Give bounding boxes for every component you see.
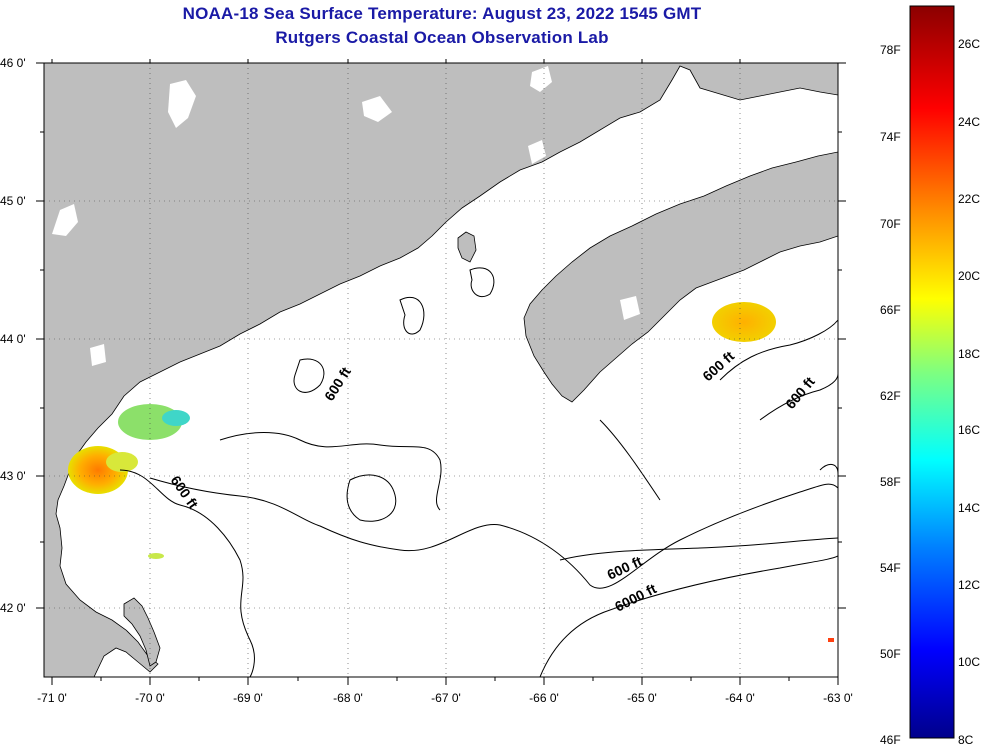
lon-label-64: -64 0' <box>725 691 755 705</box>
colorbar-c-24: 24C <box>958 115 980 129</box>
lat-label-45: 45 0' <box>0 194 26 208</box>
colorbar-f-62: 62F <box>880 389 901 403</box>
colorbar-c-8: 8C <box>958 733 974 747</box>
map-title-line2: Rutgers Coastal Ocean Observation Lab <box>275 28 609 47</box>
colorbar-c-22: 22C <box>958 192 980 206</box>
colorbar-c-10: 10C <box>958 655 980 669</box>
colorbar-c-26: 26C <box>958 37 980 51</box>
temperature-colorbar <box>909 5 955 739</box>
axis-ticks <box>36 59 846 685</box>
colorbar-f-50: 50F <box>880 647 901 661</box>
colorbar-c-14: 14C <box>958 501 980 515</box>
lon-label-70: -70 0' <box>135 691 165 705</box>
land-cape-cod <box>123 597 161 667</box>
colorbar-f-58: 58F <box>880 475 901 489</box>
colorbar-c-16: 16C <box>958 423 980 437</box>
inland-lakes <box>168 80 196 128</box>
colorbar-f-70: 70F <box>880 217 901 231</box>
colorbar-f-46: 46F <box>880 733 901 747</box>
lat-label-42: 42 0' <box>0 601 26 615</box>
colorbar-c-18: 18C <box>958 347 980 361</box>
lon-label-69: -69 0' <box>233 691 263 705</box>
map-title-line1: NOAA-18 Sea Surface Temperature: August … <box>182 4 702 23</box>
lat-label-46: 46 0' <box>0 56 26 70</box>
land-nova-scotia <box>523 151 838 403</box>
land-mainland <box>44 63 838 677</box>
sst-patch-warm-offshore <box>712 302 776 342</box>
lon-label-71: -71 0' <box>37 691 67 705</box>
land-grand-manan <box>457 231 477 263</box>
colorbar-c-20: 20C <box>958 269 980 283</box>
lat-label-44: 44 0' <box>0 332 26 346</box>
lon-label-66: -66 0' <box>529 691 559 705</box>
colorbar-c-12: 12C <box>958 578 980 592</box>
colorbar-f-78: 78F <box>880 43 901 57</box>
colorbar-f-66: 66F <box>880 303 901 317</box>
lat-label-43: 43 0' <box>0 469 26 483</box>
lon-label-67: -67 0' <box>431 691 461 705</box>
colorbar-f-74: 74F <box>880 130 901 144</box>
lon-label-65: -65 0' <box>627 691 657 705</box>
colorbar-f-54: 54F <box>880 561 901 575</box>
depth-contours <box>119 267 838 677</box>
map-frame <box>43 62 839 678</box>
lon-label-68: -68 0' <box>333 691 363 705</box>
lon-label-63: -63 0' <box>823 691 853 705</box>
